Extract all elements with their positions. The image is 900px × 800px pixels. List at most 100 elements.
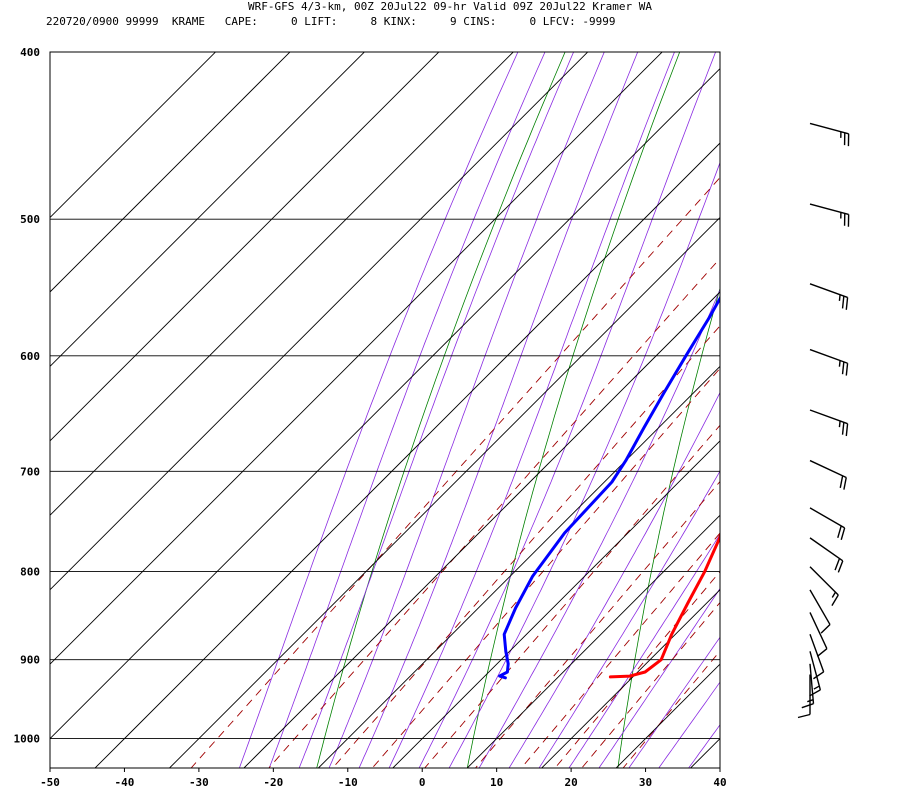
wind-barb-shaft [809,537,844,562]
background-lines [190,33,900,775]
pressure-tick-label: 700 [20,465,40,478]
mixing-ratio-line [190,176,720,768]
wind-barb-flag [841,361,845,375]
wind-barb-shaft [809,651,822,691]
wind-barb-half-flag [813,685,820,690]
temperature-tick-label: -40 [115,776,135,789]
isotherm-line [243,291,720,768]
mixing-ratio-line [371,367,720,768]
temperature-tick-labels: -50 -40 -30 -20 -10 0 10 20 30 40 [40,768,727,789]
temperature-profile-line [608,530,720,679]
moist-adiabat [598,587,720,768]
wind-barb-half-flag [838,294,841,301]
wind-barb-shaft [809,459,847,479]
mixing-ratio-line [581,601,720,768]
wind-barb-half-flag [838,420,841,428]
wind-barb-flag [837,560,844,573]
temperature-tick-label: -50 [40,776,60,789]
wind-barb-half-flag [838,360,841,367]
temperature-tick-label: -20 [263,776,283,789]
moist-adiabat [508,391,720,768]
wind-barb [809,203,850,227]
isotherm-line [50,52,440,442]
wind-barb-flag [845,297,849,310]
mixing-ratio-line [622,650,720,768]
mixing-ratio-line [554,570,720,768]
pressure-tick-label: 500 [20,213,40,226]
temperature-tick-label: 10 [490,776,503,789]
mixing-ratio-line [520,532,720,768]
wind-barb-flag [797,713,811,719]
pressure-tick-label: 1000 [14,733,41,746]
wind-barb-flag [840,527,846,540]
pressure-tick-label: 400 [20,46,40,59]
moist-adiabat [568,533,720,768]
mixing-ratio-line [268,257,720,768]
dewpoint-profile-line [498,295,720,680]
isotherm-line [50,52,514,516]
wind-barb-flag [820,624,831,634]
temperature-tick-label: 0 [419,776,426,789]
isotherm-line [50,52,366,368]
wind-barb-shaft [809,203,849,216]
moist-adiabat [628,636,720,768]
wind-barb [809,122,850,147]
moist-adiabat [298,52,575,768]
isotherm-line [392,440,720,768]
isotherm-line [318,365,720,768]
isotherm-line [690,737,720,768]
wind-barb [809,651,822,697]
wind-barb-flag [841,422,845,435]
wind-barb-flag [845,363,849,376]
wind-barb [797,674,811,719]
wind-barb-half-flag [831,591,837,598]
temperature-tick-label: -30 [189,776,209,789]
wind-barb-shaft [809,122,849,135]
wind-barb-flag [837,525,842,538]
moist-adiabat [448,161,720,768]
profiles [498,295,720,680]
chart-title: WRF-GFS 4/3-km, 00Z 20Jul22 09-hr Valid … [248,0,652,13]
moist-adiabat [688,724,720,768]
isotherm-line [50,52,217,219]
moist-adiabat [478,288,720,768]
isotherm-line [50,67,720,740]
wind-barb [809,348,849,376]
wind-barb-shaft [809,634,825,673]
wind-barb-shaft [809,283,848,299]
pressure-tick-label: 800 [20,565,40,578]
wind-barb-flag [816,648,828,657]
wind-barb-flag [843,477,847,490]
wind-barb [809,507,846,540]
plot-frame [49,51,721,769]
wind-barb-flag [831,594,839,606]
wind-barb-flag [834,558,841,571]
wind-barb [801,663,815,709]
pressure-tick-label: 900 [20,654,40,667]
gridlines [50,51,720,768]
wind-barb-shaft [809,566,839,596]
isotherm-line [50,52,589,591]
pressure-tick-label: 600 [20,350,40,363]
wind-barb [809,589,831,634]
wind-barb-flag [845,423,849,437]
wind-barb-flag [801,702,814,709]
wind-barbs [797,122,850,719]
wind-barb-shaft [809,409,848,425]
isotherm-line [50,52,663,665]
wind-barb [809,634,825,680]
isotherm-line [466,514,720,768]
wind-barb-shaft [809,612,828,649]
dry-adiabat [768,33,900,775]
pressure-tick-labels: 400 500 600 700 800 900 1000 [14,46,41,746]
temperature-tick-label: 20 [564,776,577,789]
moist-adiabat [658,681,720,768]
moist-adiabat [358,52,639,768]
wind-barb-flag [809,689,821,697]
wind-barb [809,459,847,490]
temperature-tick-label: -10 [338,776,358,789]
temperature-tick-label: 30 [639,776,652,789]
wind-barb-flag [813,671,825,680]
moist-adiabat [538,470,720,768]
